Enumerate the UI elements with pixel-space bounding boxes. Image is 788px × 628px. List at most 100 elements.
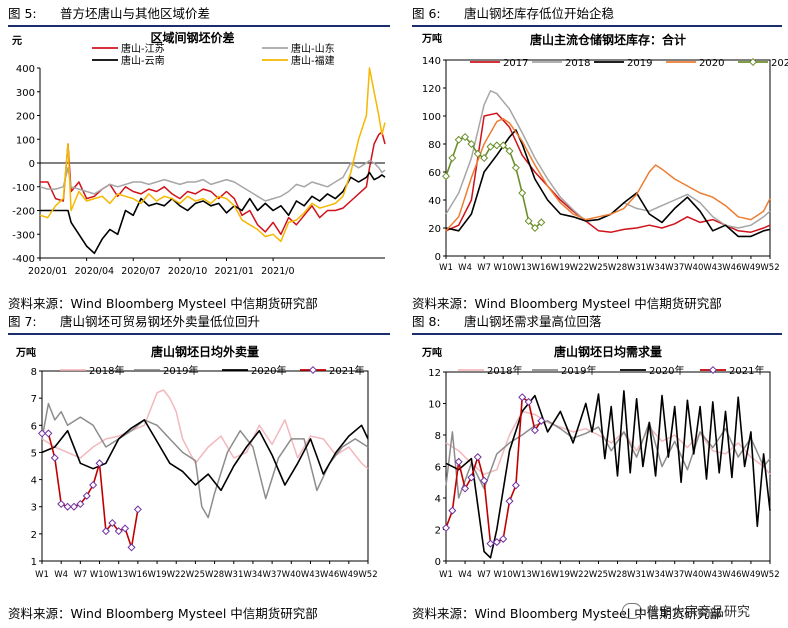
x-tick-label: W4 — [458, 263, 472, 273]
y-tick-label: 4 — [435, 494, 441, 505]
caption-rule — [412, 333, 782, 335]
data-point — [114, 527, 123, 536]
y-tick-label: -100 — [12, 183, 35, 194]
x-tick-label: W19 — [551, 570, 570, 580]
legend-label: 2019年 — [561, 364, 596, 377]
figure-caption: 图 8: 唐山钢坯需求量高位回落 — [412, 313, 602, 331]
wechat-icon — [621, 603, 642, 619]
figure-caption: 图 5: 普方坯唐山与其他区域价差 — [8, 5, 210, 23]
data-point — [461, 132, 470, 142]
figure-title: 唐山钢坯库存低位开始企稳 — [464, 6, 615, 21]
y-tick-label: 0 — [29, 159, 35, 170]
x-tick-label: W19 — [147, 570, 166, 580]
y-tick-label: 8 — [435, 431, 441, 442]
series-line-1 — [40, 131, 386, 236]
data-point — [95, 459, 104, 468]
figure-number: 图 6: — [412, 6, 441, 21]
caption-rule — [8, 333, 390, 335]
figure-number: 图 8: — [412, 314, 441, 329]
data-point — [499, 141, 508, 150]
legend-label: 2018年 — [487, 364, 522, 377]
chart-title: 区域间钢坯价差 — [150, 30, 234, 45]
y-tick-label: 60 — [428, 168, 441, 179]
x-tick-label: W37 — [263, 570, 282, 580]
y-tick-label: 5 — [31, 448, 37, 459]
y-tick-label: 300 — [16, 88, 35, 99]
data-point — [492, 538, 501, 547]
x-tick-label: W34 — [243, 570, 262, 580]
x-tick-label: W7 — [73, 570, 87, 580]
x-tick-label: W52 — [358, 570, 377, 580]
y-tick-label: -300 — [12, 230, 35, 241]
y-tick-label: 2 — [31, 530, 37, 541]
x-tick-label: W34 — [646, 570, 665, 580]
y-axis-label: 万吨 — [15, 346, 36, 359]
data-point — [492, 141, 501, 150]
plot-frame — [445, 59, 771, 257]
x-tick-label: W1 — [439, 263, 453, 273]
legend-label: 唐山-江苏 — [121, 42, 165, 55]
x-tick-label: W31 — [224, 570, 243, 580]
y-tick-label: -400 — [12, 254, 35, 265]
x-tick-label: W28 — [205, 570, 224, 580]
legend-marker — [308, 365, 318, 375]
legend-label: 2018年 — [89, 364, 124, 377]
data-point — [511, 163, 520, 172]
x-tick-label: W22 — [167, 570, 186, 580]
data-point — [505, 497, 514, 506]
series-line-4 — [42, 432, 139, 549]
chart-title: 唐山钢坯日均需求量 — [554, 344, 662, 359]
x-tick-label: W52 — [760, 263, 779, 273]
plot-frame — [445, 371, 771, 562]
legend-label: 2018 — [565, 58, 590, 69]
x-tick-label: W1 — [35, 570, 49, 580]
data-point — [50, 453, 59, 462]
chart-title: 唐山主流仓储钢坯库存：合计 — [530, 32, 686, 47]
data-point — [537, 416, 546, 425]
y-tick-label: -200 — [12, 207, 35, 218]
data-point — [454, 135, 463, 144]
legend-label: 2017 — [503, 58, 528, 69]
x-tick-label: W37 — [665, 570, 684, 580]
y-tick-label: 3 — [31, 503, 37, 514]
data-point — [69, 502, 78, 511]
caption-rule — [8, 25, 390, 27]
x-tick-label: W46 — [722, 570, 741, 580]
y-tick-label: 0 — [435, 557, 441, 568]
x-tick-label: W10 — [90, 570, 109, 580]
x-tick-label: W22 — [570, 263, 589, 273]
x-tick-label: W40 — [684, 570, 703, 580]
x-tick-label: W19 — [551, 263, 570, 273]
data-point — [505, 146, 514, 156]
watermark-text: 曾宁大宗商品研究 — [645, 604, 750, 620]
caption-rule — [412, 25, 782, 27]
legend-marker — [748, 57, 758, 67]
series-line-1 — [445, 112, 771, 233]
y-tick-label: 10 — [428, 400, 441, 411]
data-point — [473, 453, 482, 462]
x-tick-label: W40 — [282, 570, 301, 580]
data-point — [448, 506, 457, 515]
series-line-4 — [445, 118, 771, 232]
figure-title: 唐山钢坯可贸易钢坯外卖量低位回升 — [60, 314, 261, 329]
series-line-3 — [40, 171, 386, 255]
figure-caption: 图 7: 唐山钢坯可贸易钢坯外卖量低位回升 — [8, 313, 260, 331]
y-tick-label: 80 — [428, 140, 441, 151]
data-point — [480, 476, 489, 485]
y-tick-label: 100 — [422, 112, 441, 123]
data-point — [121, 524, 130, 533]
data-point — [518, 393, 527, 402]
series-line-1 — [41, 389, 369, 470]
x-tick-label: W43 — [703, 263, 722, 273]
x-tick-label: W37 — [665, 263, 684, 273]
y-tick-label: 200 — [16, 112, 35, 123]
legend-label: 唐山-云南 — [121, 54, 165, 67]
series-line-4 — [39, 67, 386, 243]
data-point — [530, 223, 539, 233]
y-tick-label: 120 — [422, 84, 441, 95]
x-tick-label: W49 — [741, 263, 760, 273]
plot-frame — [41, 370, 369, 562]
